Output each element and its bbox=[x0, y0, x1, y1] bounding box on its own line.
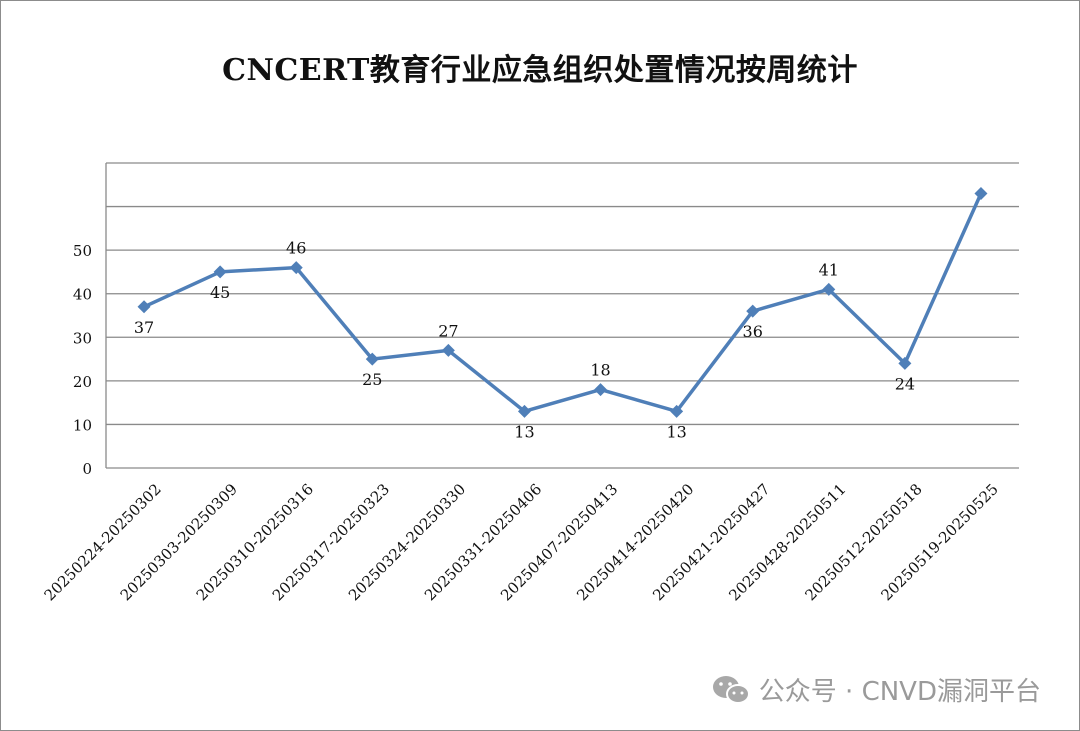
wechat-icon bbox=[712, 675, 750, 704]
data-point-marker bbox=[898, 356, 912, 370]
data-point-marker bbox=[822, 282, 836, 296]
y-tick-label: 30 bbox=[73, 329, 92, 347]
data-point-marker bbox=[365, 352, 379, 366]
data-point-marker bbox=[517, 404, 531, 418]
data-label: 41 bbox=[819, 260, 839, 279]
data-label: 13 bbox=[666, 422, 686, 441]
data-label: 36 bbox=[743, 322, 763, 341]
data-label: 27 bbox=[438, 321, 458, 340]
series-line bbox=[143, 192, 983, 414]
y-tick-label: 0 bbox=[82, 460, 92, 478]
data-label: 18 bbox=[590, 361, 610, 380]
data-point-marker bbox=[594, 383, 608, 397]
data-label: 46 bbox=[286, 239, 306, 258]
watermark: 公众号 · CNVD漏洞平台 bbox=[711, 671, 1041, 708]
data-label: 13 bbox=[514, 422, 534, 441]
data-label: 25 bbox=[362, 370, 382, 389]
y-tick-label: 10 bbox=[73, 416, 92, 434]
y-tick-label: 50 bbox=[73, 242, 92, 260]
data-point-marker bbox=[974, 187, 988, 200]
watermark-text: 公众号 · CNVD漏洞平台 bbox=[758, 677, 1041, 707]
data-point-marker bbox=[289, 261, 303, 275]
data-point-marker bbox=[670, 404, 684, 418]
data-point-marker bbox=[441, 343, 455, 357]
chart-title: CNCERT教育行业应急组织处置情况按周统计 bbox=[222, 53, 858, 88]
y-tick-label: 40 bbox=[73, 286, 92, 304]
data-point-marker bbox=[746, 304, 760, 318]
data-label: 45 bbox=[210, 283, 230, 302]
data-label: 37 bbox=[134, 318, 154, 337]
data-point-marker bbox=[137, 300, 151, 314]
data-point-marker bbox=[213, 265, 227, 279]
y-tick-label: 20 bbox=[73, 373, 92, 391]
data-label: 24 bbox=[895, 374, 915, 393]
